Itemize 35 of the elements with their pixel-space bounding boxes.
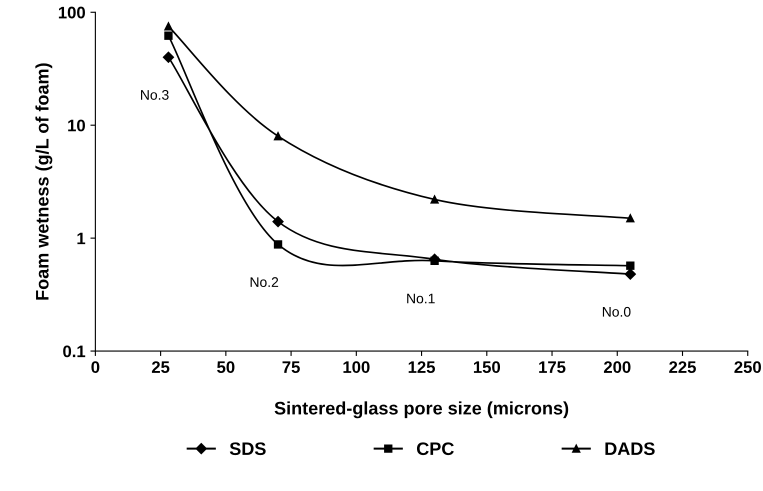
point bbox=[626, 262, 634, 270]
x-tick-label: 225 bbox=[669, 361, 696, 374]
y-tick-label: 10 bbox=[68, 120, 85, 132]
point bbox=[272, 216, 284, 228]
annotation: No.0 bbox=[602, 306, 631, 317]
x-tick-label: 250 bbox=[734, 361, 761, 374]
point bbox=[164, 22, 173, 31]
x-tick-label: 150 bbox=[474, 361, 500, 374]
y-tick-label: 1 bbox=[77, 232, 86, 244]
point bbox=[624, 268, 636, 280]
legend-label: DADS bbox=[605, 442, 655, 456]
x-tick-label: 175 bbox=[539, 361, 566, 374]
annotation: No.2 bbox=[250, 277, 278, 288]
annotation: No.3 bbox=[141, 90, 169, 100]
x-tick-label: 0 bbox=[91, 361, 100, 374]
point bbox=[274, 240, 282, 249]
point bbox=[164, 32, 173, 40]
point bbox=[429, 254, 440, 265]
point bbox=[162, 52, 174, 63]
legend-label: CPC bbox=[416, 442, 454, 456]
x-tick-label: 25 bbox=[152, 361, 170, 374]
point bbox=[626, 214, 634, 222]
x-tick-label: 75 bbox=[282, 361, 300, 374]
legend-label: SDS bbox=[230, 442, 266, 456]
x-tick-label: 200 bbox=[604, 361, 630, 374]
x-tick-label: 100 bbox=[343, 361, 370, 374]
y-tick-label: 0.1 bbox=[63, 345, 86, 358]
x-tick-label: 50 bbox=[217, 361, 234, 374]
y-tick-label: 100 bbox=[58, 6, 85, 18]
point bbox=[430, 195, 439, 204]
x-axis-title: Sintered-glass pore size (microns) bbox=[274, 401, 568, 418]
point bbox=[274, 132, 282, 140]
y-axis-title: Foam wetness (g/L of foam) bbox=[35, 63, 52, 300]
x-tick-label: 125 bbox=[408, 361, 435, 374]
annotation: No.1 bbox=[407, 294, 435, 304]
